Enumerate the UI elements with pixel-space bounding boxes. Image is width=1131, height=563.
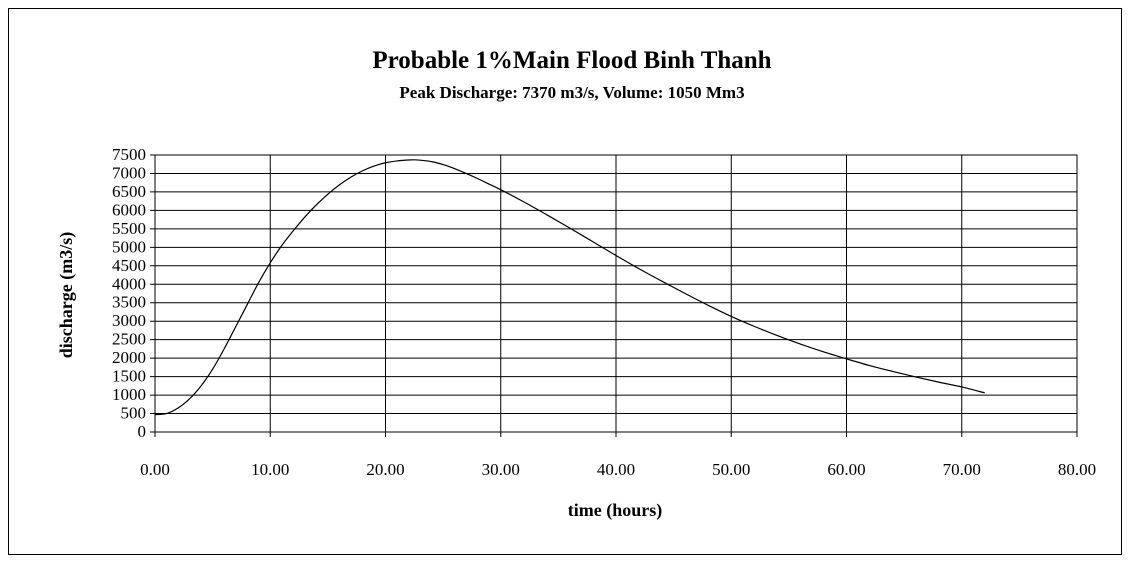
y-tick-label: 4000 (112, 274, 146, 293)
y-tick-label: 6000 (112, 200, 146, 219)
y-tick-label: 1000 (112, 385, 146, 404)
x-tick-label: 40.00 (597, 460, 635, 479)
y-tick-label: 5500 (112, 219, 146, 238)
y-tick-label: 3000 (112, 311, 146, 330)
y-tick-label: 7500 (112, 145, 146, 164)
x-tick-label: 20.00 (366, 460, 404, 479)
chart-frame (8, 8, 1122, 555)
y-tick-label: 5000 (112, 237, 146, 256)
y-tick-label: 4500 (112, 256, 146, 275)
y-tick-label: 0 (138, 422, 147, 441)
grid (150, 154, 1078, 437)
x-tick-label: 0.00 (140, 460, 170, 479)
x-tick-label: 70.00 (943, 460, 981, 479)
plot-area (154, 154, 1078, 433)
x-tick-label: 10.00 (251, 460, 289, 479)
y-tick-label: 7000 (112, 163, 146, 182)
series-line-discharge (154, 159, 985, 416)
y-axis-label: discharge (m3/s) (56, 232, 77, 358)
x-axis-label: time (hours) (568, 500, 662, 521)
y-tick-label: 2000 (112, 348, 146, 367)
x-tick-label: 30.00 (482, 460, 520, 479)
y-tick-labels: 0500100015002000250030003500400045005000… (112, 145, 146, 441)
chart-title: Probable 1%Main Flood Binh Thanh (372, 47, 771, 74)
y-tick-label: 1500 (112, 367, 146, 386)
y-tick-label: 2500 (112, 330, 146, 349)
x-tick-label: 60.00 (827, 460, 865, 479)
x-tick-labels: 0.00 10.00 20.00 30.00 40.00 50.00 60.00 70.00 8… (140, 460, 1096, 479)
y-tick-label: 3500 (112, 293, 146, 312)
x-tick-label: 50.00 (712, 460, 750, 479)
y-tick-label: 500 (121, 404, 147, 423)
x-tick-label: 80.00 (1058, 460, 1096, 479)
y-tick-label: 6500 (112, 182, 146, 201)
chart-subtitle: Peak Discharge: 7370 m3/s, Volume: 1050 … (399, 83, 744, 102)
